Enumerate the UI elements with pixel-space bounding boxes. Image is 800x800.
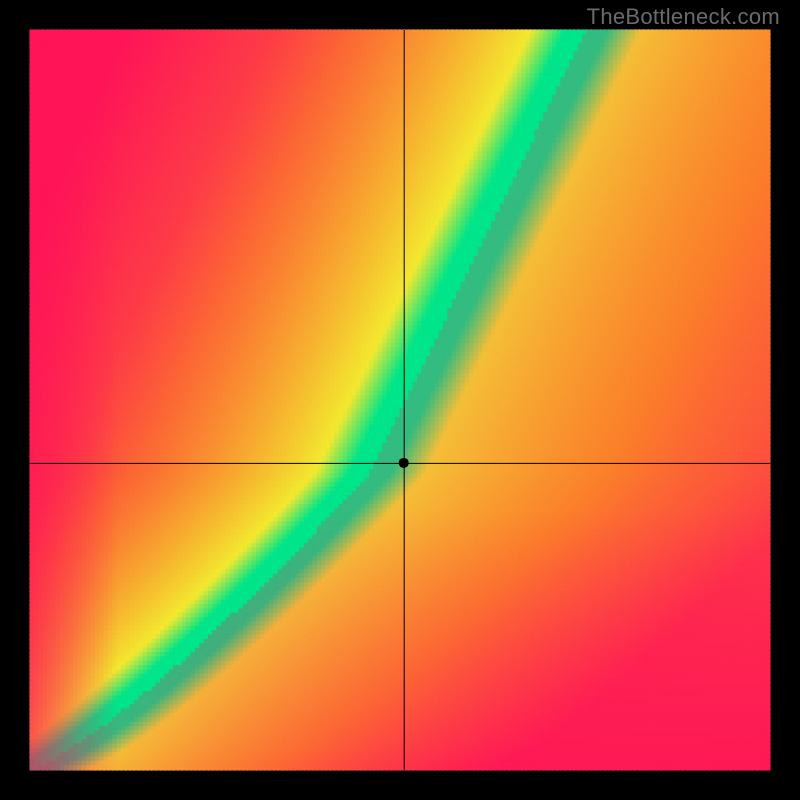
heatmap-canvas	[0, 0, 800, 800]
watermark-text: TheBottleneck.com	[587, 4, 780, 30]
chart-frame: TheBottleneck.com	[0, 0, 800, 800]
